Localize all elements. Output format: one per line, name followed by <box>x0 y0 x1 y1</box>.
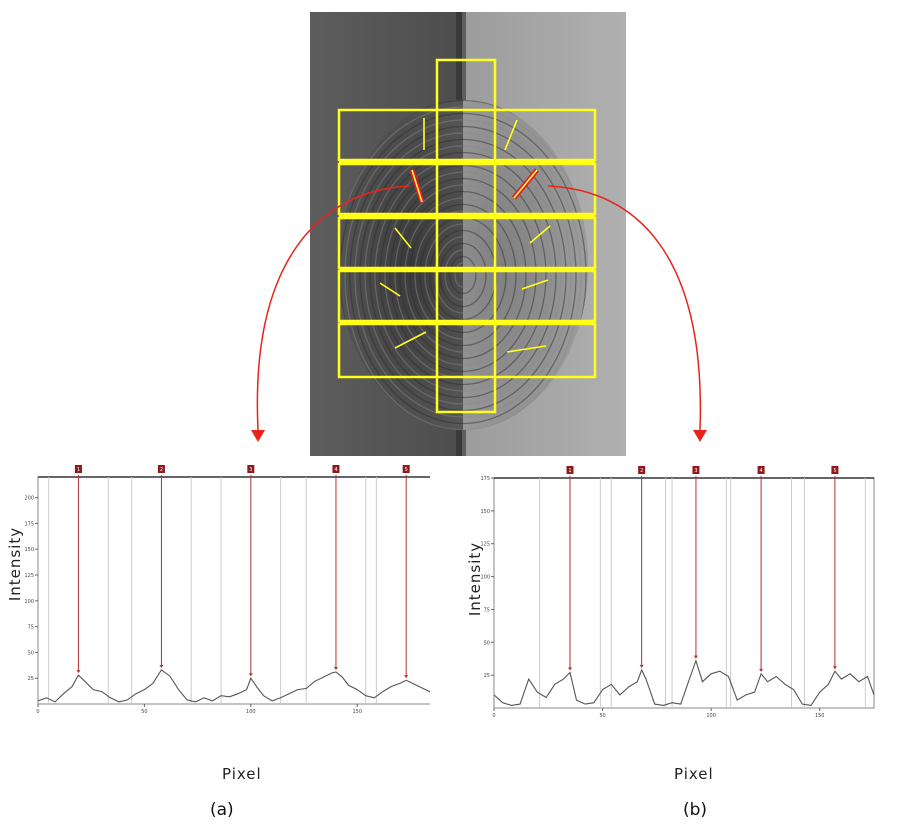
peak-marker-box <box>247 465 255 473</box>
ridge-line <box>454 262 472 288</box>
peak-marker-label: 4 <box>334 467 337 473</box>
analysis-grid <box>337 58 597 414</box>
peak-marker-arrow <box>248 673 253 677</box>
peak-marker-box <box>74 465 82 473</box>
peak-marker-label: 5 <box>833 468 836 474</box>
ridge-line <box>369 151 557 399</box>
peak-marker-arrow <box>639 664 644 668</box>
y-tick-label: 75 <box>484 607 490 613</box>
y-tick-label: 175 <box>480 476 490 482</box>
peak-marker-label: 4 <box>759 468 762 474</box>
plot-frame <box>37 476 430 705</box>
arrow-head-a <box>251 430 265 442</box>
ridge-line <box>404 197 522 353</box>
y-tick-label: 25 <box>484 673 490 679</box>
x-tick-label: 100 <box>706 713 716 719</box>
ridge-line <box>338 100 588 430</box>
peak-marker-box <box>757 466 765 474</box>
x-tick-label: 150 <box>815 713 825 719</box>
ridge-line <box>424 223 502 327</box>
ylabel-b: Intensity <box>466 541 484 617</box>
peak-marker-box <box>332 465 340 473</box>
y-tick-label: 75 <box>28 625 34 631</box>
y-tick-label: 200 <box>24 496 34 502</box>
peak-marker-box <box>831 466 839 474</box>
peak-marker-label: 3 <box>694 468 697 474</box>
x-tick-label: 50 <box>599 713 605 719</box>
peak-marker-box <box>638 466 646 474</box>
y-tick-label: 50 <box>28 650 34 656</box>
y-tick-label: 150 <box>24 547 34 553</box>
ridge-line <box>394 184 532 366</box>
ridge-line <box>434 236 492 314</box>
peak-marker-box <box>157 465 165 473</box>
ylabel-a: Intensity <box>6 526 24 602</box>
peak-marker-box <box>692 466 700 474</box>
ridge-line <box>409 203 517 347</box>
peak-marker-arrow <box>76 670 81 674</box>
ridge-line <box>338 106 588 430</box>
fingerprint-print <box>338 100 588 430</box>
x-tick-label: 100 <box>246 709 256 715</box>
peak-marker-arrow <box>568 667 572 671</box>
peak-marker-arrow <box>159 664 164 668</box>
peak-marker-label: 3 <box>249 467 252 473</box>
y-tick-label: 50 <box>484 640 490 646</box>
ridge-line <box>389 177 537 373</box>
peak-marker-arrow <box>693 655 698 659</box>
ridge-line <box>379 164 547 386</box>
x-tick-label: 0 <box>36 709 39 715</box>
ridge-line <box>349 125 577 425</box>
x-tick-label: 50 <box>141 709 147 715</box>
peak-marker-arrow <box>404 675 409 679</box>
ridge-line <box>354 132 572 418</box>
ridge-line <box>439 242 487 308</box>
peak-marker-label: 1 <box>77 467 80 473</box>
caption-b: (b) <box>683 800 708 820</box>
plot-frame <box>493 477 875 709</box>
y-tick-label: 150 <box>480 509 490 515</box>
peak-marker-arrow <box>759 668 764 672</box>
y-tick-label: 125 <box>24 573 34 579</box>
xlabel-a: Pixel <box>222 765 262 783</box>
y-tick-label: 175 <box>24 521 34 527</box>
peak-marker-box <box>402 465 410 473</box>
peak-marker-label: 2 <box>640 468 643 474</box>
ridge-line <box>399 190 527 360</box>
chart-a: 25 50 75 100 125 150 175 200 0 50 100 150 1 2 3 4 5 <box>24 465 430 715</box>
arrow-head-b <box>693 430 707 442</box>
peak-marker-arrow <box>832 666 837 670</box>
xlabel-b: Pixel <box>674 765 714 783</box>
caption-a: (a) <box>210 800 234 820</box>
peak-marker-label: 1 <box>568 468 571 474</box>
ridge-line <box>364 145 562 405</box>
ridge-line <box>344 119 582 430</box>
ridge-line <box>444 249 482 301</box>
highlighted-segments <box>409 168 539 203</box>
intensity-line <box>37 669 430 703</box>
peak-marker-arrow <box>333 667 338 671</box>
orientation-segments <box>379 118 551 353</box>
intensity-line <box>493 658 875 706</box>
chart-b: 25 50 75 100 125 150 175 0 50 100 150 1 2 3 4 5 <box>480 466 875 719</box>
y-tick-label: 25 <box>28 676 34 682</box>
y-tick-label: 100 <box>24 599 34 605</box>
peak-marker-label: 5 <box>405 467 408 473</box>
x-tick-label: 150 <box>352 709 362 715</box>
ridge-line <box>449 255 477 295</box>
peak-marker-box <box>566 466 574 474</box>
peak-marker-label: 2 <box>160 467 163 473</box>
ridge-line <box>359 138 567 412</box>
y-tick-label: 125 <box>480 542 490 548</box>
red-arrows <box>256 185 702 431</box>
y-tick-label: 100 <box>480 575 490 581</box>
x-tick-label: 0 <box>492 713 495 719</box>
ridge-line <box>414 210 512 340</box>
